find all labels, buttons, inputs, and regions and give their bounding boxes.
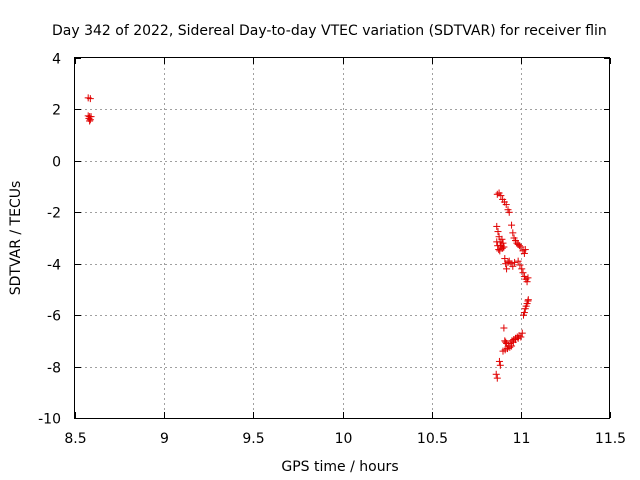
data-points [84, 94, 532, 382]
data-point [87, 113, 95, 121]
data-point [497, 192, 505, 200]
plot-frame [74, 57, 610, 419]
data-point [501, 255, 509, 263]
data-point [509, 229, 517, 237]
data-point [493, 374, 501, 382]
data-point [521, 246, 529, 254]
data-point [520, 249, 528, 257]
y-tick-label: -8 [47, 361, 61, 377]
data-point [492, 370, 500, 378]
data-point [508, 221, 516, 229]
x-tick-label: 10 [335, 431, 353, 447]
y-axis-label: SDTVAR / TECUs [8, 181, 24, 296]
data-point [518, 329, 526, 337]
data-point [509, 262, 517, 270]
data-point [495, 246, 503, 254]
data-point [498, 235, 506, 243]
data-point [524, 274, 532, 282]
data-point [493, 190, 501, 198]
y-tick-label: -6 [47, 309, 61, 325]
data-point [504, 258, 512, 266]
data-point [496, 247, 504, 255]
data-point [494, 228, 502, 236]
data-point [508, 342, 516, 350]
x-tick-label: 11.5 [595, 431, 626, 447]
x-tick-label: 8.5 [64, 431, 86, 447]
x-tick-label: 9 [160, 431, 169, 447]
data-point [495, 357, 503, 365]
y-tick-label: -10 [38, 412, 61, 428]
data-point [500, 324, 508, 332]
data-point [86, 95, 94, 103]
chart-title: Day 342 of 2022, Sidereal Day-to-day VTE… [52, 23, 607, 39]
data-point [518, 265, 526, 273]
data-point [524, 296, 532, 304]
data-point [519, 269, 527, 277]
data-point [520, 309, 528, 317]
x-axis-label: GPS time / hours [281, 459, 398, 475]
data-point [516, 261, 524, 269]
data-point [505, 208, 513, 216]
data-point [86, 117, 94, 125]
y-tick-label: 4 [52, 52, 61, 68]
data-point [502, 338, 510, 346]
data-point [496, 361, 504, 369]
data-point [514, 257, 522, 265]
y-tick-label: 0 [52, 155, 61, 171]
data-point [493, 222, 501, 230]
data-point [514, 334, 522, 342]
y-tick-label: 2 [52, 103, 61, 119]
grid-layer [75, 58, 610, 418]
data-point [517, 243, 525, 251]
data-point [499, 239, 507, 247]
data-point [515, 242, 523, 250]
x-tick-label: 10.5 [417, 431, 448, 447]
y-tick-label: -2 [47, 206, 61, 222]
y-tick-label: -4 [47, 258, 61, 274]
x-tick-label: 9.5 [242, 431, 264, 447]
data-point [503, 265, 511, 273]
data-point [523, 278, 531, 286]
data-point [500, 243, 508, 251]
ticks-layer: 8.5 9 9.5 10 10.5 11 11.5 4 2 0 -2 -4 -6 -8 -10 [38, 52, 626, 448]
data-point [86, 116, 94, 124]
data-point [511, 258, 519, 266]
data-point [493, 238, 501, 246]
x-tick-label: 11 [513, 431, 531, 447]
data-point [502, 201, 510, 209]
data-point [506, 343, 514, 351]
